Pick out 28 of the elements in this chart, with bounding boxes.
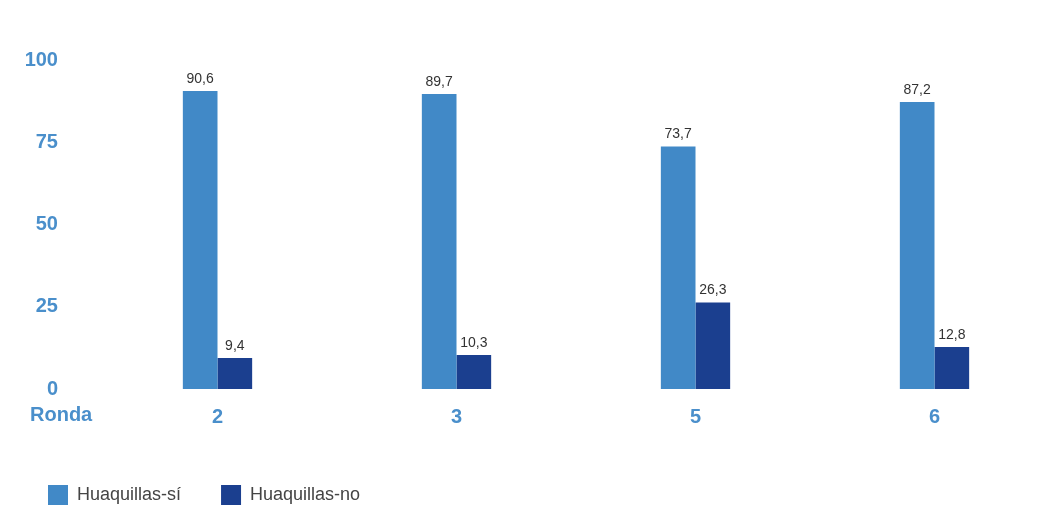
x-tick-label: 2 bbox=[211, 404, 224, 427]
x-tick-label: 5 bbox=[689, 404, 702, 427]
data-label: 73,7 bbox=[664, 125, 693, 142]
bar bbox=[695, 302, 731, 389]
x-axis-title: Ronda bbox=[30, 402, 94, 425]
y-tick-label: 100 bbox=[24, 47, 58, 70]
bar bbox=[660, 146, 696, 389]
bar bbox=[182, 90, 218, 389]
bar bbox=[899, 102, 935, 389]
y-tick-label: 50 bbox=[35, 212, 58, 235]
data-label: 89,7 bbox=[425, 72, 454, 89]
x-tick-label: 6 bbox=[928, 404, 941, 427]
y-tick-label: 25 bbox=[35, 294, 58, 317]
bar bbox=[217, 358, 253, 389]
data-label: 90,6 bbox=[186, 69, 215, 86]
y-tick-label: 0 bbox=[46, 376, 58, 399]
data-label: 9,4 bbox=[225, 336, 245, 353]
bar bbox=[934, 346, 970, 389]
bar bbox=[456, 355, 492, 389]
data-label: 10,3 bbox=[460, 333, 488, 350]
data-label: 87,2 bbox=[903, 80, 932, 97]
legend-label: Huaquillas-sí bbox=[77, 483, 182, 504]
x-tick-label: 3 bbox=[450, 404, 463, 427]
legend-label: Huaquillas-no bbox=[250, 483, 361, 504]
bar bbox=[421, 93, 457, 389]
data-label: 12,8 bbox=[938, 325, 966, 342]
y-tick-label: 75 bbox=[35, 129, 58, 152]
data-label: 26,3 bbox=[699, 281, 727, 298]
